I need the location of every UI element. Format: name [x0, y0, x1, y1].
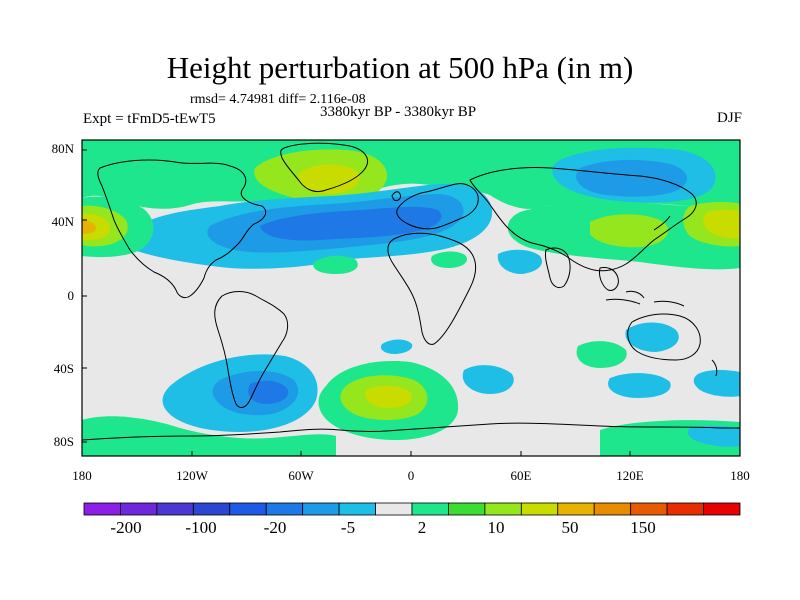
field-lightblue-s-pacific-east	[693, 370, 740, 397]
colorbar-label: 2	[417, 518, 427, 537]
coast-new-zealand	[711, 359, 718, 377]
colorbar-cell	[338, 502, 376, 516]
lon-tick-label: 60E	[510, 468, 532, 483]
colorbar-cell	[192, 502, 231, 516]
colorbar-label: 10	[487, 518, 505, 537]
coast-north-america	[97, 159, 267, 299]
colorbar-cell	[265, 502, 304, 516]
field-lightblue-s-indian	[462, 365, 514, 394]
coast-south-america	[214, 291, 289, 408]
colorbar-cell	[520, 502, 559, 516]
coast-greenland	[280, 142, 368, 193]
lon-tick-label: 0	[407, 468, 415, 483]
field-yellow-npacific-far	[703, 209, 740, 239]
period-label: 3380kyr BP - 3380kyr BP	[320, 104, 477, 120]
coast-asia	[469, 167, 697, 272]
coastlines	[82, 142, 740, 441]
lon-tick-label: 120W	[176, 468, 208, 483]
field-midblue-nwpacific	[576, 159, 688, 197]
colorbar-cell	[411, 502, 449, 516]
colorbar-label: -100	[185, 518, 217, 537]
colorbar-label: -200	[110, 518, 142, 537]
lat-tick-label: 40S	[53, 361, 74, 376]
colorbar-label: 150	[630, 518, 656, 537]
colorbar-label: -20	[263, 518, 287, 537]
colorbar-label: 50	[561, 518, 579, 537]
field-green-n-africa	[431, 251, 468, 268]
colorbar-cell	[666, 502, 704, 516]
field-green-africa-blob	[313, 255, 358, 274]
colorbar-cell	[484, 502, 522, 516]
lat-tick-label: 0	[67, 288, 75, 303]
coast-uk	[391, 191, 401, 201]
field-lightblue-indian-ocean	[608, 373, 671, 398]
field-yellow-npacific-west	[82, 213, 111, 240]
colorbar-cell	[120, 502, 158, 516]
colorbar-cell	[229, 502, 267, 516]
coast-indonesia-a	[605, 298, 641, 305]
coast-antarctica	[82, 422, 740, 441]
colorbar-cell	[557, 502, 595, 516]
experiment-label: Expt = tFmD5-tEwT5	[83, 111, 216, 127]
lat-tick-label: 80S	[53, 434, 74, 449]
lon-tick-label: 60W	[288, 468, 314, 483]
colorbar-cell	[593, 502, 632, 516]
lon-tick-label: 180	[72, 468, 92, 483]
season-label: DJF	[716, 110, 742, 126]
stats-label: rmsd= 4.74981 diff= 2.116e-08	[190, 92, 366, 107]
field-yellow-s-atlantic	[365, 385, 412, 408]
coast-indochina	[599, 267, 619, 291]
field-yellow-greenland	[298, 164, 360, 194]
colorbar-cell	[630, 502, 668, 516]
coast-africa	[387, 232, 477, 345]
field-lime-npacific-east	[590, 214, 669, 248]
field-lightblue-s-atlantic-small	[380, 339, 413, 354]
field-lightblue-antarctic-east	[687, 425, 740, 447]
colorbar-cell	[448, 502, 486, 516]
field-blue-atlantic	[260, 206, 442, 241]
field-lightblue-mideast	[497, 249, 542, 274]
lat-tick-label: 40N	[51, 214, 74, 229]
field-orange-npacific-west	[82, 220, 96, 234]
field-green-australia-east	[576, 341, 627, 368]
coast-india	[545, 247, 571, 289]
coast-australia	[627, 313, 701, 361]
colorbar-cell	[375, 502, 413, 516]
coast-europe	[396, 183, 479, 230]
lon-tick-label: 180	[730, 468, 750, 483]
coast-japan	[653, 215, 671, 231]
field-blue-s-pacific	[248, 380, 289, 404]
colorbar-cell	[83, 502, 121, 516]
lon-tick-label: 120E	[616, 468, 644, 483]
coast-indonesia-b	[625, 290, 645, 299]
coast-new-guinea	[653, 300, 685, 307]
axis-ticks	[81, 149, 741, 456]
field-lightblue-australia-west	[625, 322, 679, 352]
colorbar-cell	[156, 502, 194, 516]
lat-tick-label: 80N	[51, 141, 74, 156]
colorbar-cell	[703, 502, 741, 516]
colorbar-label: -5	[340, 518, 356, 537]
chart-title: Height perturbation at 500 hPa (in m)	[166, 50, 634, 85]
colorbar-cell	[302, 502, 340, 516]
